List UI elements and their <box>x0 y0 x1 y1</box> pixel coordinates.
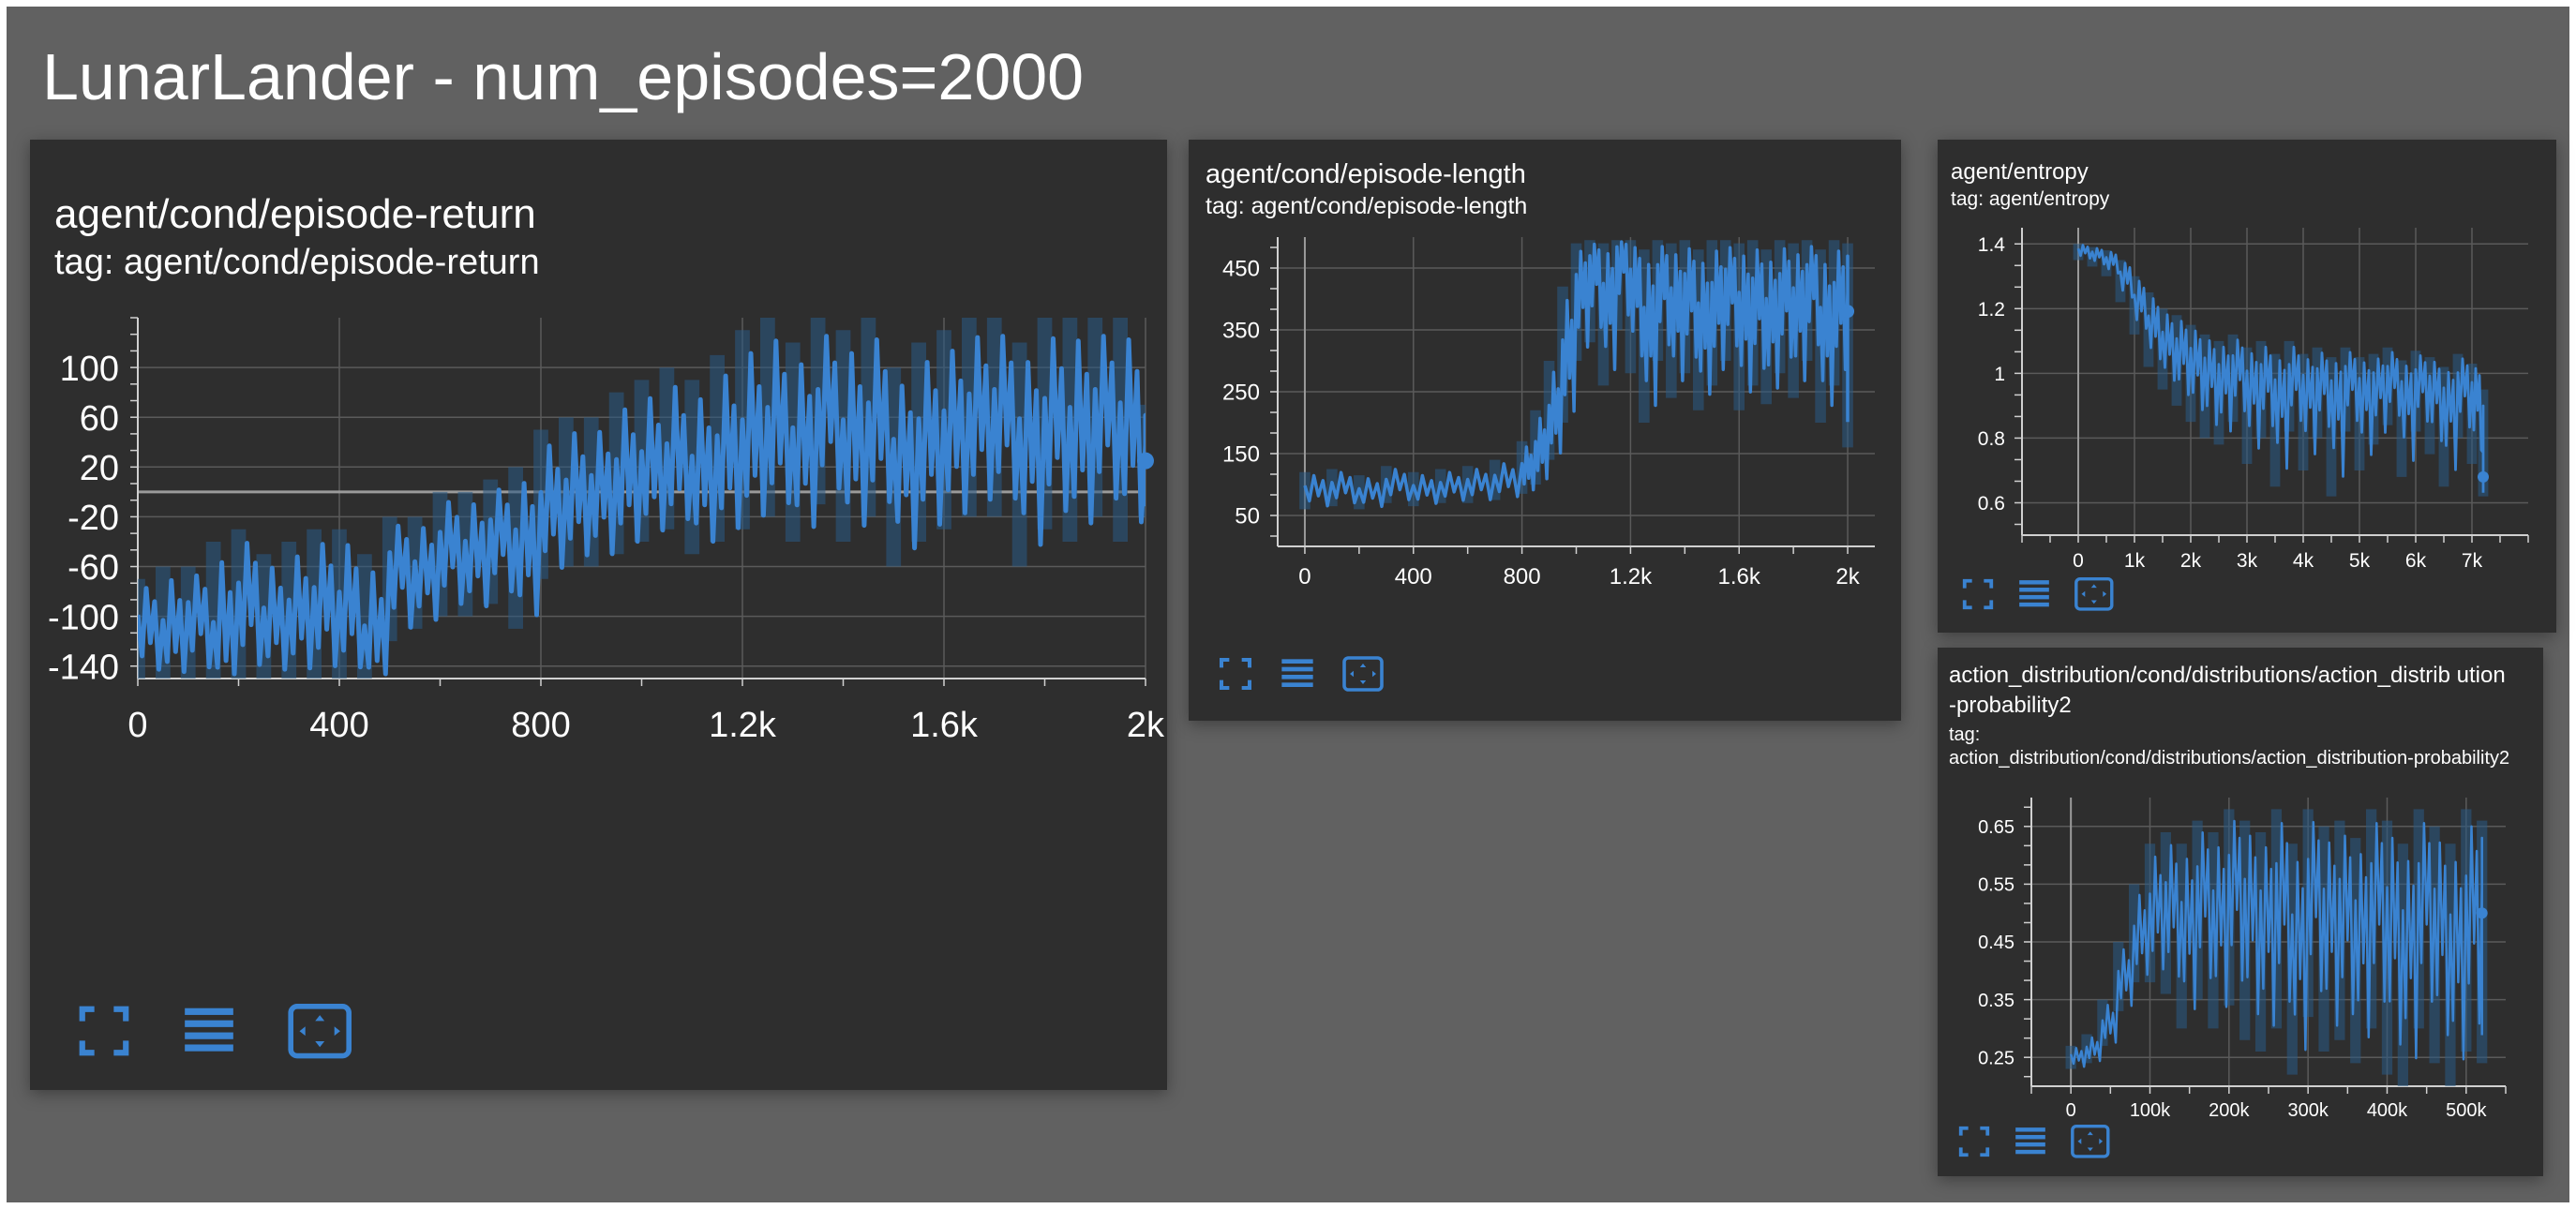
series-line <box>2069 819 2483 1068</box>
series-end-marker <box>2478 470 2489 483</box>
chart-tag: action_distribution/cond/distributions/a… <box>1949 748 2510 769</box>
x-tick-label: 1.2k <box>709 706 777 745</box>
x-tick-label: 0 <box>2073 550 2084 572</box>
fit-domain-icon[interactable] <box>2069 1120 2112 1163</box>
x-tick-label: 1.6k <box>910 706 979 745</box>
chart-tag-label: tag: <box>1949 724 1981 745</box>
y-tick-label: 0.8 <box>1978 428 2005 450</box>
x-tick-label: 400 <box>1395 564 1432 590</box>
data-table-icon[interactable] <box>1279 655 1316 693</box>
x-tick-label: 3k <box>2237 550 2258 572</box>
series-group <box>1299 240 1853 510</box>
y-tick-label: 60 <box>80 399 119 439</box>
chart-tag: tag: agent/cond/episode-return <box>54 243 540 282</box>
series-end-marker <box>2476 907 2488 919</box>
series-group <box>138 318 1146 679</box>
y-tick-label: 0.35 <box>1978 991 2014 1011</box>
chart-tag: tag: agent/cond/episode-length <box>1206 193 1528 219</box>
y-tick-label: 100 <box>60 350 119 389</box>
chart-title: agent/entropy <box>1951 159 2089 185</box>
series-line <box>138 334 1146 677</box>
y-tick-label: 0.55 <box>1978 875 2014 896</box>
series-end-marker <box>1841 305 1855 319</box>
chart-plot-area[interactable]: 0.6 0.8 1 1.2 1.4 0 1k 2k 3k 4k 5k 6k 7k <box>1938 215 2556 664</box>
chart-plot-area[interactable]: -140 -100 -60 -20 20 60 100 0 400 800 1.2k 1.6k 2k <box>30 290 1167 1114</box>
y-tick-label: -20 <box>67 499 119 538</box>
chart-card-episode-length: agent/cond/episode-length tag: agent/con… <box>1189 140 1901 721</box>
x-tick-label: 800 <box>1504 564 1541 590</box>
x-tick-label: 4k <box>2293 550 2314 572</box>
data-table-icon[interactable] <box>180 1002 238 1060</box>
x-tick-label: 100k <box>2130 1100 2171 1121</box>
dashboard-background: LunarLander - num_episodes=2000 agent/co… <box>7 7 2569 1202</box>
x-tick-label: 2k <box>1835 564 1860 590</box>
y-tick-label: -60 <box>67 548 119 588</box>
chart-title: agent/cond/episode-return <box>54 191 536 237</box>
chart-toolbar <box>1956 1120 2112 1163</box>
chart-toolbar <box>75 996 354 1066</box>
series-end-marker <box>1137 452 1154 470</box>
x-tick-label: 400k <box>2367 1100 2408 1121</box>
fit-domain-icon[interactable] <box>1340 651 1385 696</box>
chart-toolbar <box>1217 651 1385 696</box>
chart-plot-area[interactable]: 0.25 0.35 0.45 0.55 0.65 0 100k 200k 300k 400k 500… <box>1938 786 2543 1161</box>
x-tick-label: 2k <box>2180 550 2202 572</box>
y-tick-label: 250 <box>1222 381 1260 406</box>
x-tick-label: 2k <box>1127 706 1165 745</box>
y-tick-label: 20 <box>80 449 119 488</box>
y-tick-label: 0.45 <box>1978 933 2014 953</box>
x-tick-label: 7k <box>2462 550 2483 572</box>
fullscreen-icon[interactable] <box>1960 576 1996 612</box>
y-tick-label: 1.2 <box>1978 299 2005 321</box>
x-tick-label: 200k <box>2209 1100 2250 1121</box>
x-tick-label: 300k <box>2287 1100 2329 1121</box>
x-tick-label: 1.6k <box>1718 564 1761 590</box>
x-tick-label: 5k <box>2349 550 2371 572</box>
series-group <box>2065 809 2488 1086</box>
data-table-icon[interactable] <box>2016 576 2052 612</box>
chart-title: action_distribution/cond/distributions/a… <box>1949 663 2506 718</box>
x-tick-label: 400 <box>309 706 368 745</box>
chart-tag: tag: agent/entropy <box>1951 188 2110 210</box>
fullscreen-icon[interactable] <box>1217 655 1254 693</box>
chart-title: agent/cond/episode-length <box>1206 159 1526 189</box>
x-tick-label: 1.2k <box>1610 564 1653 590</box>
chart-plot-area[interactable]: 50 150 250 350 450 0 400 800 1.2k 1.6k 2k <box>1189 224 1901 749</box>
y-tick-label: 450 <box>1222 257 1260 282</box>
x-tick-label: 0 <box>2066 1100 2076 1121</box>
x-tick-label: 0 <box>127 706 147 745</box>
y-tick-label: 1 <box>1994 364 2005 385</box>
x-tick-label: 6k <box>2405 550 2427 572</box>
series-line <box>1303 240 1850 509</box>
fit-domain-icon[interactable] <box>285 996 354 1066</box>
fit-domain-icon[interactable] <box>2073 573 2116 616</box>
y-tick-label: 0.25 <box>1978 1048 2014 1068</box>
y-tick-label: 350 <box>1222 319 1260 344</box>
series-group <box>2073 244 2489 497</box>
chart-toolbar <box>1960 573 2116 616</box>
x-tick-label: 500k <box>2446 1100 2487 1121</box>
fullscreen-icon[interactable] <box>1956 1124 1992 1159</box>
y-tick-label: 50 <box>1235 504 1260 530</box>
y-tick-label: 0.65 <box>1978 817 2014 838</box>
x-tick-label: 800 <box>511 706 570 745</box>
chart-card-episode-return: agent/cond/episode-return tag: agent/con… <box>30 140 1167 1090</box>
y-tick-label: 150 <box>1222 442 1260 468</box>
x-tick-label: 1k <box>2124 550 2146 572</box>
y-tick-label: 1.4 <box>1978 234 2006 256</box>
y-tick-label: -100 <box>48 598 119 637</box>
fullscreen-icon[interactable] <box>75 1002 133 1060</box>
page-title: LunarLander - num_episodes=2000 <box>42 40 1085 113</box>
y-tick-label: -140 <box>48 648 119 687</box>
chart-card-action-distribution: action_distribution/cond/distributions/a… <box>1938 648 2543 1176</box>
series-line <box>2076 244 2485 493</box>
y-tick-label: 0.6 <box>1978 493 2005 515</box>
x-tick-label: 0 <box>1298 564 1310 590</box>
data-table-icon[interactable] <box>2013 1124 2048 1159</box>
chart-card-entropy: agent/entropy tag: agent/entropy 0.6 0.8 1… <box>1938 140 2556 633</box>
